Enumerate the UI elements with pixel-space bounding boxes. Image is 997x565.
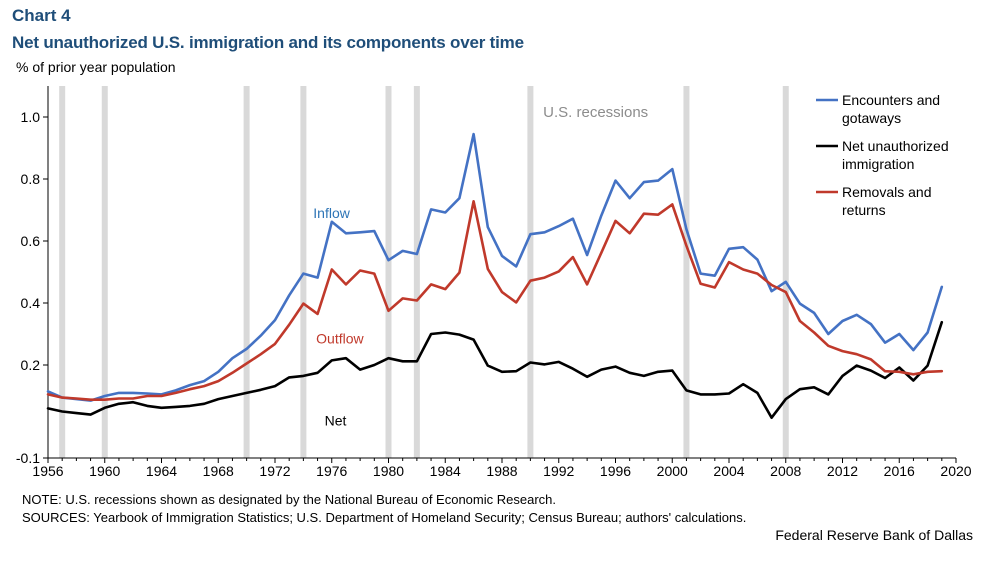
x-tick-label-1976: 1976: [316, 463, 347, 479]
y-tick-label-2: 0.4: [21, 295, 41, 311]
recession-band-1974: [300, 86, 307, 458]
sources-text: SOURCES: Yearbook of Immigration Statist…: [22, 510, 747, 525]
x-tick-label-2016: 2016: [884, 463, 915, 479]
recession-band-1957: [59, 86, 66, 458]
recession-band-1970: [243, 86, 250, 458]
y-tick-label-5: 1.0: [21, 109, 41, 125]
legend-label-0-1: gotaways: [842, 110, 901, 126]
x-tick-label-1984: 1984: [430, 463, 461, 479]
recession-band-1980: [385, 86, 392, 458]
x-tick-label-1996: 1996: [600, 463, 631, 479]
recession-band-1990: [527, 86, 534, 458]
y-axis-label: % of prior year population: [16, 59, 176, 75]
series-line-encounters-and-gotaways: [46, 132, 944, 402]
x-tick-label-1992: 1992: [543, 463, 574, 479]
x-tick-label-1968: 1968: [203, 463, 234, 479]
annotation-outflow: Outflow: [316, 330, 364, 346]
legend-label-1-1: immigration: [842, 156, 914, 172]
annotations: Inflow Outflow Net: [313, 205, 364, 429]
annotation-inflow: Inflow: [313, 205, 350, 221]
x-tick-label-2008: 2008: [770, 463, 801, 479]
line-chart: U.S. recessions -0.1 0.2 0.4 0.6 0.8 1.0 1956 1…: [16, 86, 972, 479]
legend-label-0-0: Encounters and: [842, 92, 940, 108]
credit-text: Federal Reserve Bank of Dallas: [775, 527, 973, 543]
y-tick-label-1: 0.2: [21, 357, 41, 373]
x-tick-label-2012: 2012: [827, 463, 858, 479]
x-tick-label-1988: 1988: [486, 463, 517, 479]
series-lines: [46, 132, 944, 420]
annotation-net: Net: [325, 412, 347, 428]
note-text: NOTE: U.S. recessions shown as designate…: [22, 492, 556, 507]
x-tick-label-1980: 1980: [373, 463, 404, 479]
legend: Encounters and gotaways Net unauthorized im…: [816, 92, 949, 218]
y-tick-label-4: 0.8: [21, 171, 41, 187]
recession-band-2008: [782, 86, 789, 458]
x-tick-label-1964: 1964: [146, 463, 177, 479]
chart-label: Chart 4: [12, 6, 71, 25]
recession-band-1960: [101, 86, 108, 458]
y-tick-label-3: 0.6: [21, 233, 41, 249]
series-line-net-unauthorized-immigration: [46, 320, 944, 420]
legend-label-1-0: Net unauthorized: [842, 138, 949, 154]
x-tick-label-1956: 1956: [32, 463, 63, 479]
recession-bands: U.S. recessions: [59, 86, 789, 458]
recession-band-1982: [413, 86, 420, 458]
chart-title: Net unauthorized U.S. immigration and it…: [12, 33, 524, 52]
legend-label-2-1: returns: [842, 202, 886, 218]
series-points-encounters-and-gotaways: [48, 134, 942, 401]
x-tick-label-2000: 2000: [657, 463, 688, 479]
x-tick-label-2020: 2020: [940, 463, 971, 479]
axes: -0.1 0.2 0.4 0.6 0.8 1.0 1956 1960 1964 1968 1972 1…: [16, 86, 972, 479]
x-tick-label-2004: 2004: [713, 463, 744, 479]
x-tick-label-1972: 1972: [259, 463, 290, 479]
y-tick-label-0: -0.1: [16, 450, 40, 466]
recession-band-2001: [683, 86, 690, 458]
x-tick-label-1960: 1960: [89, 463, 120, 479]
recession-label: U.S. recessions: [543, 104, 648, 121]
series-line-removals-and-returns: [46, 200, 944, 402]
legend-label-2-0: Removals and: [842, 184, 932, 200]
